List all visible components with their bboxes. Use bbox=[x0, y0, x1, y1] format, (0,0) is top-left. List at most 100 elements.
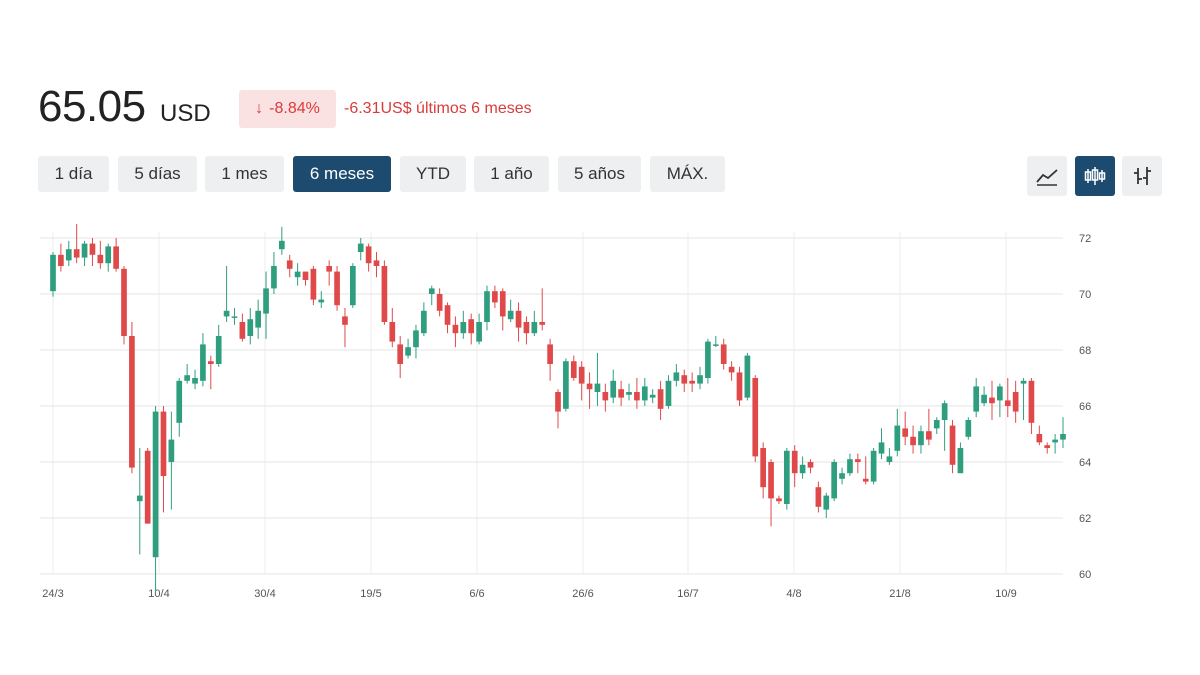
candle-body bbox=[342, 316, 348, 325]
candle-body bbox=[476, 322, 482, 342]
range-1-ano-button[interactable]: 1 año bbox=[474, 156, 549, 192]
candle-body bbox=[373, 260, 380, 266]
change-percent: -8.84% bbox=[269, 100, 320, 117]
x-tick-label: 10/9 bbox=[995, 588, 1016, 600]
candle-body bbox=[444, 305, 451, 325]
y-tick-label: 70 bbox=[1079, 289, 1091, 301]
candle-body bbox=[302, 271, 309, 280]
candle-body bbox=[58, 254, 64, 266]
candle-body bbox=[121, 268, 127, 336]
candle-body bbox=[492, 291, 498, 303]
candle-body bbox=[286, 260, 293, 269]
candle-body bbox=[602, 392, 609, 401]
candle-body bbox=[507, 310, 514, 320]
candle-body bbox=[791, 450, 798, 474]
candle-body bbox=[200, 344, 206, 381]
candle-body bbox=[97, 254, 104, 264]
candle-body bbox=[136, 495, 143, 502]
candle-body bbox=[310, 268, 317, 300]
candle-body bbox=[192, 378, 198, 384]
candle-body bbox=[350, 266, 356, 306]
range-1-mes-button[interactable]: 1 mes bbox=[205, 156, 284, 192]
candle-body bbox=[81, 243, 88, 258]
arrow-down-icon: ↓ bbox=[255, 100, 264, 117]
candle-body bbox=[768, 462, 774, 499]
candle-body bbox=[421, 310, 427, 334]
candle-body bbox=[697, 375, 703, 384]
candle-body bbox=[815, 487, 822, 507]
candle-body bbox=[168, 439, 175, 462]
candle-body bbox=[1044, 445, 1051, 448]
change-summary: -6.31US$ últimos 6 meses bbox=[344, 100, 532, 117]
candle-body bbox=[783, 450, 790, 504]
candle-body bbox=[649, 394, 656, 398]
candlestick-view-button[interactable] bbox=[1075, 156, 1115, 196]
candle-body bbox=[365, 246, 372, 264]
candle-body bbox=[176, 380, 183, 423]
candle-body bbox=[397, 344, 404, 364]
range-ytd-button[interactable]: YTD bbox=[400, 156, 466, 192]
candle-body bbox=[855, 459, 861, 462]
candle-body bbox=[105, 246, 112, 264]
y-tick-label: 72 bbox=[1079, 233, 1091, 245]
candle-body bbox=[634, 392, 640, 401]
candle-body bbox=[673, 372, 680, 381]
candle-body bbox=[799, 464, 806, 474]
candle-body bbox=[239, 322, 246, 339]
candle-body bbox=[926, 431, 932, 440]
candlestick-icon bbox=[1084, 167, 1106, 185]
x-tick-label: 10/4 bbox=[148, 588, 169, 600]
candle-body bbox=[870, 450, 877, 482]
line-chart-icon bbox=[1036, 169, 1058, 186]
candle-body bbox=[752, 378, 759, 457]
candle-body bbox=[334, 271, 340, 306]
candle-body bbox=[215, 336, 222, 364]
ohlc-bars-icon bbox=[1134, 167, 1151, 185]
range-1-dia-button[interactable]: 1 día bbox=[38, 156, 109, 192]
candle-body bbox=[862, 478, 869, 482]
candle-body bbox=[736, 372, 743, 401]
candle-body bbox=[823, 495, 830, 510]
candle-body bbox=[563, 361, 569, 409]
candle-body bbox=[129, 336, 135, 468]
candle-body bbox=[918, 431, 924, 446]
x-tick-label: 16/7 bbox=[677, 588, 698, 600]
x-tick-label: 19/5 bbox=[360, 588, 381, 600]
candle-body bbox=[223, 310, 230, 317]
candle-body bbox=[460, 322, 467, 334]
candle-body bbox=[681, 375, 688, 384]
candle-body bbox=[989, 397, 995, 404]
x-tick-label: 21/8 bbox=[889, 588, 910, 600]
candle-body bbox=[689, 380, 695, 384]
candle-body bbox=[965, 420, 972, 437]
candle-body bbox=[523, 322, 530, 334]
range-5-anos-button[interactable]: 5 años bbox=[558, 156, 641, 192]
line-chart-view-button[interactable] bbox=[1027, 156, 1067, 196]
candle-body bbox=[831, 462, 838, 499]
candle-body bbox=[207, 361, 214, 364]
candle-body bbox=[539, 322, 546, 325]
candle-body bbox=[1028, 380, 1035, 423]
candle-body bbox=[484, 291, 490, 322]
candle-body bbox=[1052, 439, 1058, 443]
candle-body bbox=[1036, 434, 1043, 443]
y-tick-label: 64 bbox=[1079, 457, 1091, 469]
ohlc-view-button[interactable] bbox=[1122, 156, 1162, 196]
candle-body bbox=[728, 366, 735, 373]
range-5-dias-button[interactable]: 5 días bbox=[118, 156, 197, 192]
range-max-button[interactable]: MÁX. bbox=[650, 156, 725, 192]
candle-body bbox=[594, 383, 601, 392]
candle-body bbox=[933, 420, 940, 429]
candle-body bbox=[720, 344, 727, 364]
candle-body bbox=[760, 448, 766, 488]
candle-body bbox=[1020, 380, 1027, 384]
range-6-meses-button[interactable]: 6 meses bbox=[293, 156, 391, 192]
candle-body bbox=[705, 341, 711, 378]
candle-body bbox=[263, 288, 269, 314]
candle-body bbox=[1060, 434, 1066, 440]
candle-body bbox=[547, 344, 553, 364]
candle-body bbox=[468, 319, 475, 334]
candle-body bbox=[657, 389, 664, 409]
candle-body bbox=[65, 249, 72, 261]
